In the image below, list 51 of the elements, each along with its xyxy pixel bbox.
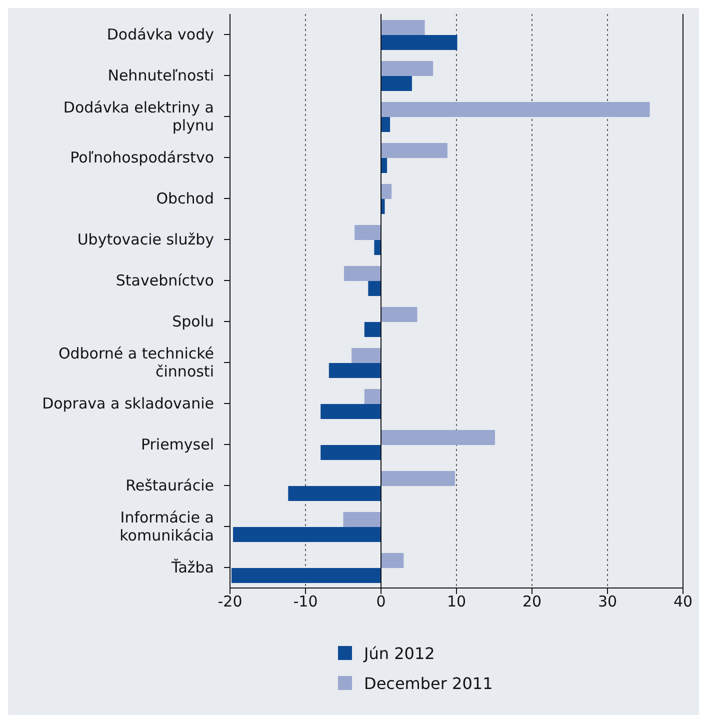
y-tick-label: Poľnohospodárstvo xyxy=(70,148,214,166)
bar xyxy=(368,281,381,296)
bar xyxy=(381,307,418,322)
bar xyxy=(381,143,448,158)
bar xyxy=(381,102,650,117)
bar xyxy=(381,20,425,35)
x-tick-label: 20 xyxy=(522,592,542,611)
bar xyxy=(320,404,381,419)
bar xyxy=(381,117,390,132)
y-tick-label: Dodávka vody xyxy=(106,26,214,44)
legend-label: December 2011 xyxy=(364,674,493,692)
bar xyxy=(381,35,458,50)
y-tick-label: Ubytovacie služby xyxy=(77,230,214,248)
bar xyxy=(381,76,412,91)
bar xyxy=(344,266,381,281)
legend-label: Jún 2012 xyxy=(364,644,435,662)
y-tick-label: Priemysel xyxy=(140,436,214,454)
bar xyxy=(381,158,388,173)
bar xyxy=(354,225,381,240)
bar xyxy=(374,240,381,255)
y-tick-label: Reštaurácie xyxy=(126,476,214,494)
y-tick-label: Informácie a komunikácia xyxy=(120,508,214,544)
bar xyxy=(364,389,381,404)
y-tick-label: Nehnuteľnosti xyxy=(108,66,214,84)
x-tick-label: -20 xyxy=(218,592,242,611)
x-tick-label: 40 xyxy=(673,592,693,611)
bar xyxy=(381,61,434,76)
bar xyxy=(364,322,381,337)
bar xyxy=(381,471,455,486)
y-tick-label: Spolu xyxy=(172,312,214,330)
bar xyxy=(232,568,381,583)
bar xyxy=(381,553,404,568)
x-tick-label: -10 xyxy=(293,592,318,611)
y-tick-label: Dodávka elektriny a plynu xyxy=(63,98,214,134)
x-tick-label: 30 xyxy=(598,592,618,611)
bar xyxy=(320,445,381,460)
bar xyxy=(381,199,385,214)
y-tick-label: Ťažba xyxy=(170,558,214,576)
x-tick-label: 10 xyxy=(446,592,466,611)
bar xyxy=(233,527,381,542)
x-tick-label: 0 xyxy=(376,592,386,611)
bar xyxy=(343,512,381,527)
y-tick-label: Odborné a technické činnosti xyxy=(58,344,214,380)
y-tick-label: Doprava a skladovanie xyxy=(42,394,214,412)
bar xyxy=(288,486,381,501)
y-tick-label: Stavebníctvo xyxy=(116,272,214,290)
bar xyxy=(381,184,392,199)
y-tick-label: Obchod xyxy=(156,190,214,208)
bar xyxy=(381,430,496,445)
bar xyxy=(328,363,381,378)
bar xyxy=(352,348,381,363)
